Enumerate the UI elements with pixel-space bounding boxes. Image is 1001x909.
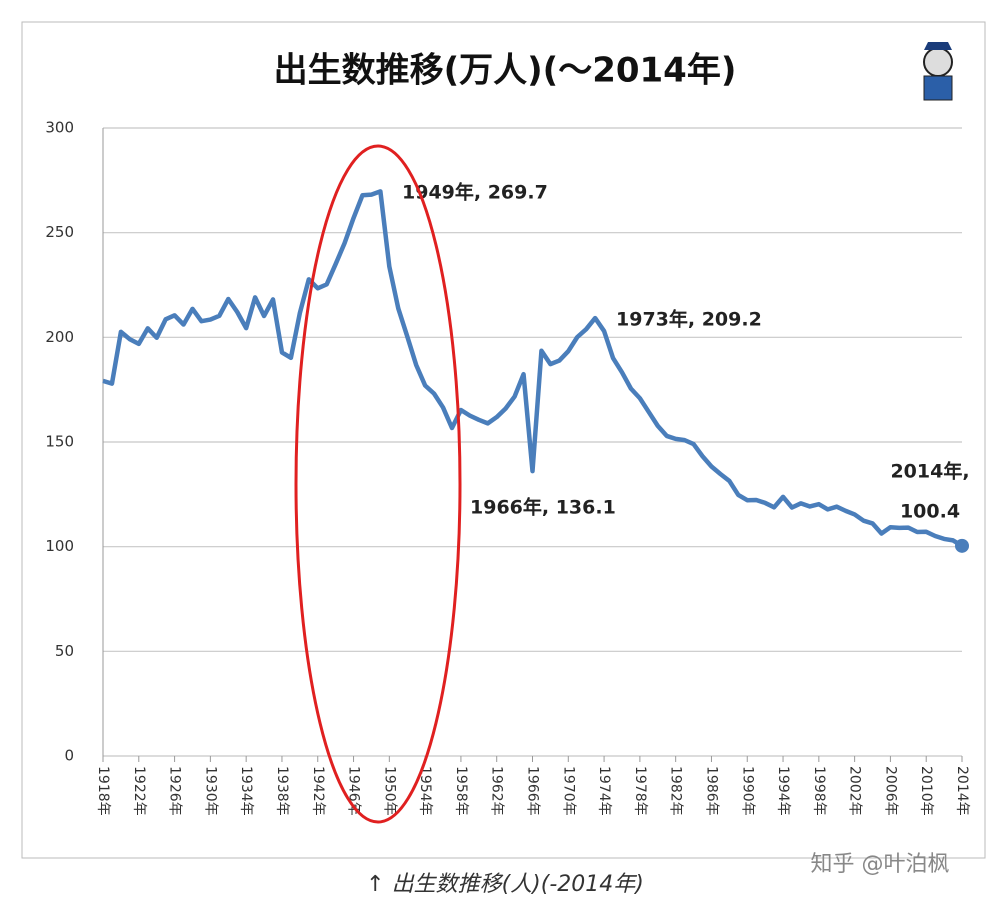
y-tick-label: 50	[55, 642, 74, 660]
y-tick-label: 100	[45, 537, 74, 555]
x-tick-label: 1962年	[489, 766, 505, 816]
x-tick-label: 1994年	[775, 766, 791, 816]
chart-frame	[21, 21, 986, 859]
x-tick-label: 2014年	[954, 766, 970, 816]
y-tick-label: 200	[45, 328, 74, 346]
x-tick-label: 1986年	[703, 766, 719, 816]
x-tick-label: 1966年	[525, 766, 541, 816]
x-tick-label: 1942年	[310, 766, 326, 816]
annotation: 100.4	[900, 501, 960, 523]
annotation: 1966年, 136.1	[470, 496, 616, 519]
annotation: 1973年, 209.2	[616, 308, 762, 331]
mascot-icon	[923, 42, 953, 101]
x-tick-label: 1982年	[668, 766, 684, 816]
x-tick-label: 1998年	[811, 766, 827, 816]
y-tick-label: 0	[64, 747, 74, 765]
x-tick-label: 1938年	[274, 766, 290, 816]
y-tick-label: 250	[45, 223, 74, 241]
x-tick-label: 1922年	[131, 766, 147, 816]
highlight-ellipse	[294, 144, 462, 824]
annotation: 1949年, 269.7	[402, 181, 548, 204]
x-tick-label: 1926年	[167, 766, 183, 816]
x-tick-label: 2006年	[882, 766, 898, 816]
y-tick-label: 300	[45, 119, 74, 137]
x-tick-label: 1954年	[417, 766, 433, 816]
x-tick-label: 1950年	[381, 766, 397, 816]
x-tick-label: 1958年	[453, 766, 469, 816]
data-line	[102, 189, 964, 548]
x-tick-label: 2010年	[918, 766, 934, 816]
x-tick-label: 1970年	[560, 766, 576, 816]
x-tick-label: 1918年	[95, 766, 111, 816]
x-tick-label: 1930年	[202, 766, 218, 816]
x-tick-label: 1974年	[596, 766, 612, 816]
watermark: 知乎 @叶泊枫	[811, 852, 950, 877]
end-marker	[955, 538, 969, 553]
x-tick-label: 2002年	[847, 766, 863, 816]
caption: ↑ 出生数推移(人)(-2014年)	[366, 872, 644, 897]
chart-title: 出生数推移(万人)(～2014年)	[274, 51, 737, 91]
x-tick-label: 1990年	[739, 766, 755, 816]
x-tick-label: 1934年	[238, 766, 254, 816]
x-tick-label: 1978年	[632, 766, 648, 816]
annotation: 2014年,	[890, 460, 969, 483]
y-tick-label: 150	[45, 433, 74, 451]
